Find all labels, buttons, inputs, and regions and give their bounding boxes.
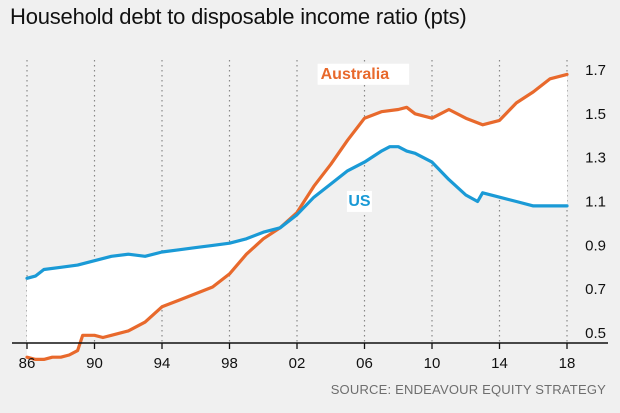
x-tick-label-94: 94 — [154, 355, 171, 372]
gap-band — [27, 74, 567, 360]
x-tick-label-90: 90 — [86, 355, 103, 372]
series-labels: Australia US — [317, 63, 410, 212]
gap-band-fill — [27, 74, 567, 360]
x-tick-label-02: 02 — [289, 355, 306, 372]
x-tick-label-10: 10 — [424, 355, 441, 372]
y-tick-label-1.1: 1.1 — [585, 194, 606, 211]
source-note: SOURCE: ENDEAVOUR EQUITY STRATEGY — [330, 382, 606, 397]
series-label-australia: Australia — [321, 66, 390, 83]
x-tick-label-18: 18 — [559, 355, 576, 372]
series-label-bg-us — [346, 190, 372, 212]
chart-title: Household debt to disposable income rati… — [10, 4, 467, 29]
x-tick-label-98: 98 — [221, 355, 238, 372]
series-line-us — [25, 145, 569, 280]
series-label-bg-australia — [317, 63, 410, 85]
x-axis: 86 90 94 98 02 06 10 14 18 — [19, 343, 576, 372]
x-tick-label-86: 86 — [19, 355, 36, 372]
y-tick-label-1.7: 1.7 — [585, 62, 606, 79]
y-tick-label-0.9: 0.9 — [585, 237, 606, 254]
y-axis: 0.5 0.7 0.9 1.1 1.3 1.5 1.7 — [585, 62, 606, 342]
y-tick-label-0.5: 0.5 — [585, 325, 606, 342]
x-tick-label-06: 06 — [356, 355, 373, 372]
x-tick-label-14: 14 — [491, 355, 508, 372]
y-tick-label-1.3: 1.3 — [585, 150, 606, 167]
y-tick-label-1.5: 1.5 — [585, 106, 606, 123]
series-label-us: US — [348, 193, 371, 210]
y-tick-label-0.7: 0.7 — [585, 281, 606, 298]
